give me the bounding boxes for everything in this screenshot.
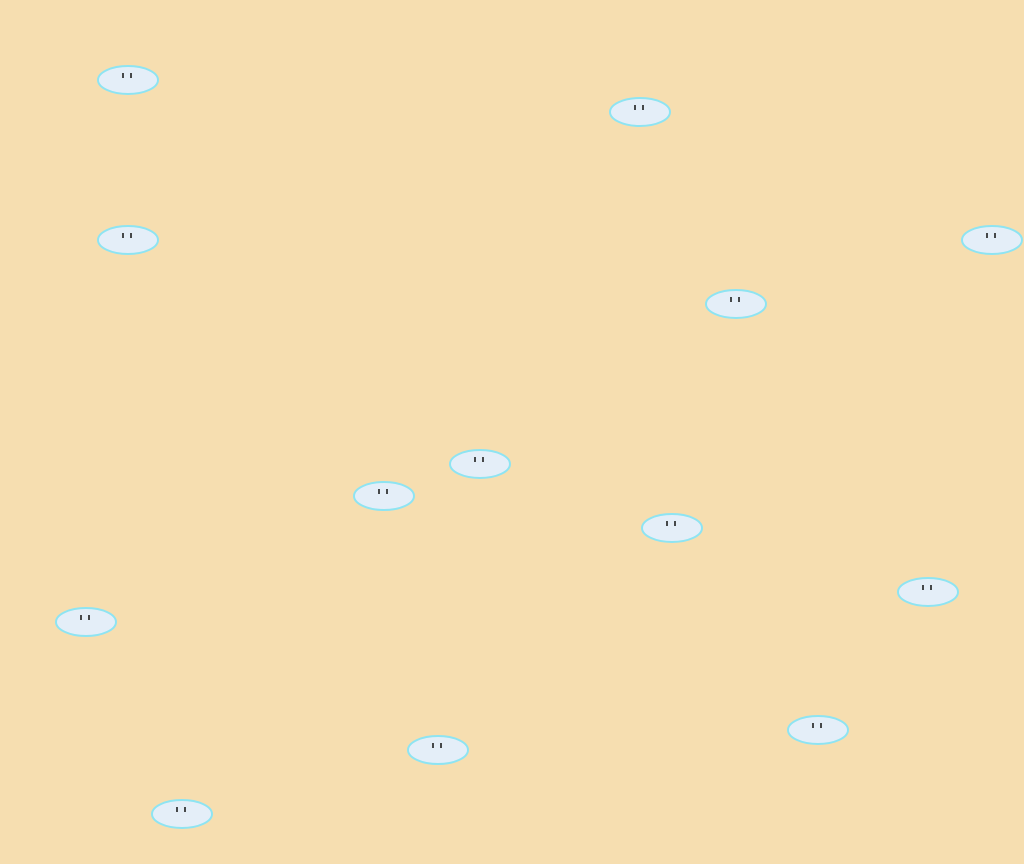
blob-creature — [97, 225, 159, 255]
blob-creature — [897, 577, 959, 607]
blob-creature — [787, 715, 849, 745]
blob-creature — [407, 735, 469, 765]
blob-creature — [151, 799, 213, 829]
blob-creature — [641, 513, 703, 543]
blob-creature — [609, 97, 671, 127]
blob-creature — [55, 607, 117, 637]
blob-creature — [97, 65, 159, 95]
blob-creature — [353, 481, 415, 511]
blob-creature — [705, 289, 767, 319]
blob-creature — [449, 449, 511, 479]
blob-creature — [961, 225, 1023, 255]
